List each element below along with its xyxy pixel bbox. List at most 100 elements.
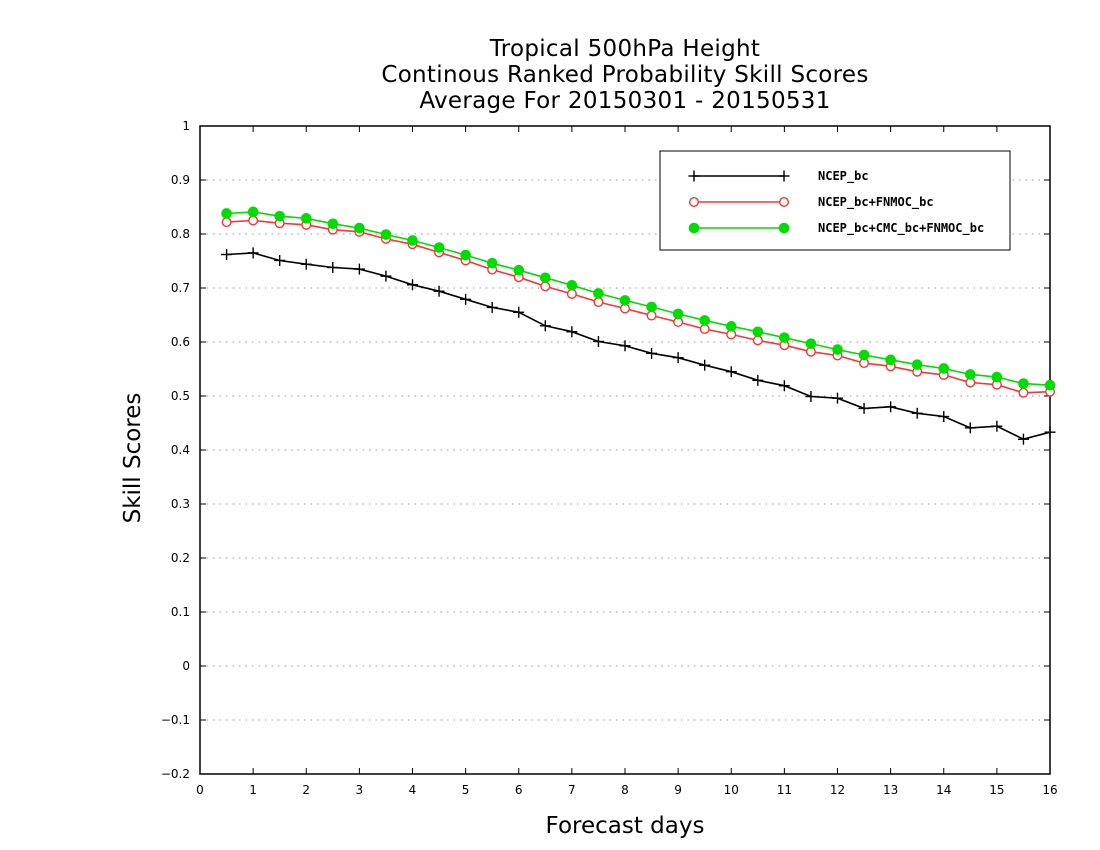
grid-layer	[200, 179, 1050, 721]
data-point	[593, 288, 604, 299]
legend-marker	[778, 222, 790, 234]
data-point	[300, 258, 312, 270]
data-point	[858, 349, 870, 361]
data-point	[699, 359, 711, 371]
x-tick-label: 3	[356, 783, 364, 797]
data-point	[938, 363, 950, 374]
data-point	[433, 242, 445, 253]
y-tick-label: 0.1	[171, 605, 190, 619]
y-tick-label: 0	[182, 659, 190, 673]
chart-title: Tropical 500hPa Height Continous Ranked …	[200, 36, 1050, 114]
x-tick-label: 0	[196, 783, 204, 797]
y-tick-label: 0.5	[171, 389, 190, 403]
data-point	[1018, 378, 1029, 389]
data-point	[619, 295, 631, 306]
data-point	[274, 210, 285, 222]
data-point	[1044, 426, 1056, 438]
data-point	[407, 279, 418, 291]
y-tick-label: 0.9	[171, 173, 190, 187]
legend-box	[659, 150, 1011, 251]
chart-title-line-2: Continous Ranked Probability Skill Score…	[381, 62, 869, 88]
data-point	[646, 301, 657, 313]
x-tick-label: 6	[515, 783, 523, 797]
data-point	[805, 391, 817, 403]
data-point	[885, 401, 897, 413]
data-point	[460, 249, 471, 261]
data-point	[566, 326, 578, 338]
data-point	[353, 263, 365, 275]
y-tick-label: 0.4	[171, 443, 190, 457]
data-point	[486, 301, 498, 313]
data-point	[593, 297, 604, 308]
data-point	[779, 332, 790, 343]
data-point	[300, 213, 312, 224]
data-point	[1018, 387, 1029, 398]
legend-marker	[689, 196, 700, 207]
data-point	[460, 293, 472, 305]
data-point	[646, 310, 657, 321]
data-point	[752, 326, 764, 338]
x-axis-label: Forecast days	[546, 813, 705, 839]
data-point	[433, 285, 445, 297]
legend-label: NCEP_bc	[818, 169, 869, 184]
data-point	[221, 208, 232, 219]
data-point	[965, 369, 976, 380]
data-point	[1017, 433, 1029, 445]
x-tick-label: 2	[302, 783, 310, 797]
y-tick-label: 0.8	[171, 227, 190, 241]
x-tick-label: 8	[621, 783, 629, 797]
legend-entry: NCEP_bc	[688, 169, 869, 184]
y-axis-label: Skill Scores	[120, 393, 146, 524]
data-point	[911, 407, 923, 419]
y-tick-label: 0.2	[171, 551, 190, 565]
x-tick-label: 5	[462, 783, 470, 797]
data-point	[778, 380, 790, 392]
x-tick-label: 4	[409, 783, 417, 797]
data-point	[911, 359, 923, 370]
data-point	[354, 222, 365, 234]
data-point	[991, 371, 1003, 383]
data-point	[646, 347, 658, 359]
data-point	[752, 374, 764, 386]
data-point	[725, 366, 737, 378]
legend-marker	[688, 170, 700, 182]
data-point	[566, 288, 577, 299]
data-point	[486, 257, 498, 269]
legend: NCEP_bc NCEP_bc+FNMOC_bc NCEP_bc+CMC_bc+FN…	[659, 150, 1011, 251]
x-tick-label: 16	[1042, 783, 1057, 797]
legend-marker	[688, 222, 700, 234]
series-layer	[221, 206, 1056, 445]
data-point	[380, 229, 392, 240]
legend-marker	[778, 170, 790, 182]
x-tick-label: 14	[936, 783, 951, 797]
legend-label: NCEP_bc+FNMOC_bc	[818, 195, 934, 210]
x-tick-label: 7	[568, 783, 576, 797]
data-point	[1044, 379, 1056, 391]
legend-entry: NCEP_bc+CMC_bc+FNMOC_bc	[688, 221, 984, 236]
data-point	[832, 392, 843, 404]
data-point	[752, 335, 763, 346]
data-point	[327, 218, 339, 230]
data-point	[964, 422, 976, 434]
data-point	[592, 335, 604, 347]
data-point	[699, 315, 710, 326]
chart-title-line-3: Average For 20150301 - 20150531	[419, 88, 831, 114]
x-tick-label: 13	[883, 783, 898, 797]
x-tick-label: 10	[724, 783, 739, 797]
data-point	[513, 306, 525, 318]
y-tick-label: −0.2	[161, 767, 190, 781]
data-point	[380, 270, 392, 282]
data-point	[619, 340, 631, 352]
data-point	[699, 324, 710, 335]
chart-title-line-1: Tropical 500hPa Height	[489, 36, 761, 62]
data-point	[248, 215, 259, 226]
data-point	[725, 321, 737, 332]
y-tick-label: 0.3	[171, 497, 190, 511]
y-tick-label: 1	[182, 119, 190, 133]
data-point	[991, 420, 1003, 432]
series-line	[226, 252, 1051, 441]
data-point	[540, 281, 551, 292]
data-point	[938, 411, 950, 423]
data-point	[805, 338, 817, 349]
